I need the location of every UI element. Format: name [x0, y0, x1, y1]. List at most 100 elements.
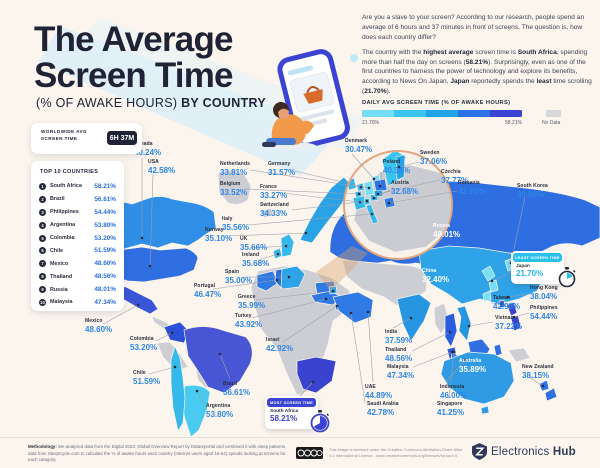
person-figure — [262, 102, 316, 150]
stopwatch-icon-least — [558, 267, 576, 288]
legend-color-step — [490, 110, 522, 117]
country-thailand — [444, 312, 458, 348]
rank-badge: 10 — [39, 298, 46, 306]
country-name: Brazil — [50, 196, 65, 203]
rank-badge: 6 — [39, 247, 46, 255]
country-value: 56.61% — [94, 195, 116, 203]
top10-row-malaysia: 10 Malaysia 47.34% — [31, 296, 124, 309]
country-name: Malaysia — [50, 299, 73, 306]
country-value: 48.01% — [94, 286, 116, 294]
top10-card: TOP 10 COUNTRIES 1 South Africa 58.21% 2 Bra… — [31, 161, 124, 311]
intro-paragraph-1: Are you a slave to your screen? Accordin… — [362, 14, 585, 41]
country-value: 48.60% — [94, 260, 116, 268]
country-indonesia-sulawesi — [493, 343, 503, 357]
country-south-africa — [296, 356, 337, 394]
country-uk — [280, 233, 295, 258]
most-badge-country: South Africa — [270, 408, 299, 414]
least-badge-value: 21.70% — [516, 268, 544, 278]
least-badge-title: LEAST SCREEN TIME — [513, 253, 562, 262]
country-name: Thailand — [50, 273, 73, 280]
region-iceland — [260, 207, 274, 219]
worldwide-avg-label: WORLDWIDE AVG SCREEN TIME — [41, 129, 88, 141]
country-name: Colombia — [50, 235, 75, 241]
legend-nodata-swatch — [546, 110, 561, 117]
country-name: Argentina — [50, 222, 76, 229]
rank-badge: 7 — [39, 260, 46, 268]
country-name: Philippines — [50, 209, 79, 216]
country-canada — [94, 196, 217, 250]
top10-rows: 1 South Africa 58.21% 2 Brazil 56.61% 3 Philipp… — [31, 180, 124, 309]
country-tasmania — [480, 405, 490, 415]
intro-text: Are you a slave to your screen? Accordin… — [362, 13, 594, 102]
top10-row-argentina: 4 Argentina 53.80% — [31, 219, 124, 232]
rank-badge: 5 — [39, 234, 46, 242]
top10-row-brazil: 2 Brazil 56.61% — [31, 193, 124, 206]
footer-divider — [0, 437, 600, 438]
country-value: 53.20% — [94, 234, 116, 242]
top10-row-philippines: 3 Philippines 54.44% — [31, 206, 124, 219]
legend-color-step — [458, 110, 490, 117]
stopwatch-icon-most — [310, 410, 330, 433]
country-value: 51.59% — [94, 247, 116, 255]
legend-title: DAILY AVG SCREEN TIME (% OF AWAKE HOURS) — [362, 100, 511, 106]
region-png — [507, 347, 531, 363]
decor-dot — [350, 54, 358, 62]
rank-badge: 4 — [39, 221, 46, 229]
most-badge-value: 58.21% — [270, 413, 298, 423]
most-badge-title: MOST SCREEN TIME — [267, 398, 316, 407]
europe-inset — [316, 150, 453, 291]
creative-commons-icon — [296, 447, 323, 459]
country-japan — [481, 265, 499, 302]
license-text: This image is licensed under the Creativ… — [329, 447, 463, 459]
country-portugal — [274, 268, 283, 289]
country-value: 58.21% — [94, 182, 116, 190]
country-philippines — [506, 301, 522, 332]
most-screen-time-badge: MOST SCREEN TIME South Africa 58.21% — [265, 396, 318, 429]
top10-row-mexico: 7 Mexico 48.60% — [31, 257, 124, 270]
brand-logo: Electronics Hub — [472, 443, 576, 460]
country-argentina — [180, 384, 211, 438]
country-greenland — [217, 169, 252, 205]
legend-min-label: 21.70% — [362, 120, 379, 126]
legend-color-step — [426, 110, 458, 117]
legend: DAILY AVG SCREEN TIME (% OF AWAKE HOURS)… — [362, 100, 594, 130]
country-value: 48.56% — [94, 273, 116, 281]
country-india — [396, 293, 432, 342]
least-screen-time-badge: LEAST SCREEN TIME Japan 21.70% — [511, 251, 564, 284]
top10-row-thailand: 8 Thailand 48.56% — [31, 270, 124, 283]
worldwide-avg-value: 6H 37M — [107, 131, 137, 145]
legend-color-step — [394, 110, 426, 117]
country-name: Mexico — [50, 260, 69, 267]
methodology-text: Methodology: We analyzed data from the D… — [28, 444, 286, 463]
legend-nodata-label: No Data — [542, 120, 561, 126]
country-name: Russia — [50, 286, 68, 293]
page-subtitle: (% OF AWAKE HOURS) BY COUNTRY — [36, 96, 267, 110]
worldwide-avg-card: WORLDWIDE AVG SCREEN TIME 6H 37M — [31, 123, 142, 154]
top10-row-chile: 6 Chile 51.59% — [31, 244, 124, 257]
rank-badge: 8 — [39, 273, 46, 281]
country-name: South Africa — [50, 183, 82, 190]
brand-name: Electronics Hub — [491, 445, 576, 458]
country-value: 54.44% — [94, 208, 116, 216]
country-brazil — [183, 326, 253, 394]
country-australia — [440, 351, 515, 405]
legend-max-label: 58.21% — [505, 120, 522, 126]
country-value: 47.34% — [94, 298, 116, 306]
country-vietnam — [456, 305, 472, 342]
rank-badge: 9 — [39, 286, 46, 294]
intro-paragraph-2: The country with the highest average scr… — [362, 48, 592, 96]
top10-title: TOP 10 COUNTRIES — [40, 169, 99, 175]
country-saudi-arabia — [332, 291, 374, 324]
country-morocco — [256, 270, 279, 292]
rank-badge: 1 — [39, 182, 46, 190]
legend-gradient-bar — [362, 110, 522, 117]
rank-badge: 2 — [39, 195, 46, 203]
country-value: 53.80% — [94, 221, 116, 229]
page-title: The Average Screen Time — [34, 20, 234, 95]
country-name: Chile — [50, 247, 64, 254]
top10-row-colombia: 5 Colombia 53.20% — [31, 232, 124, 245]
